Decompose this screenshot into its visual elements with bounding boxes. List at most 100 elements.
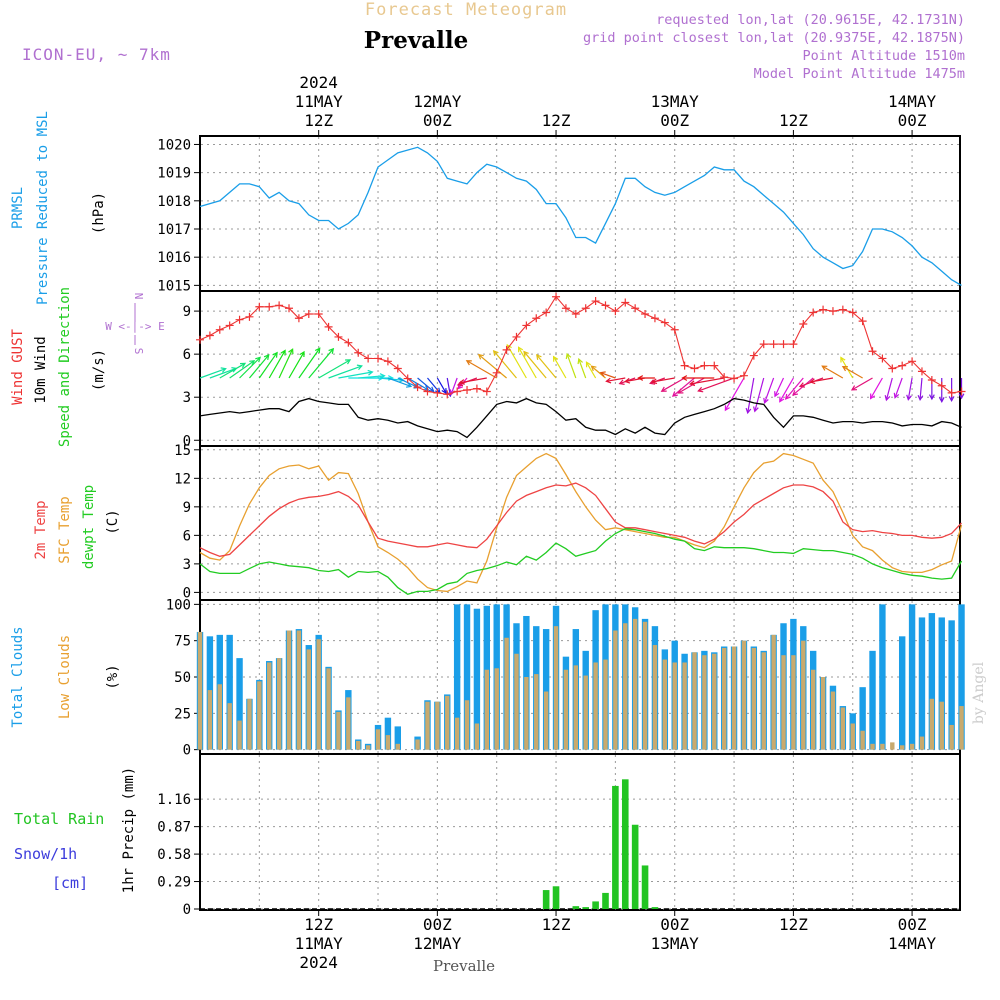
wind-arrow-head — [660, 386, 667, 392]
dewpt-label: dewpt Temp — [81, 485, 97, 569]
wind-arrow — [690, 377, 725, 385]
low-cloud-bar — [543, 691, 549, 750]
wind-arrow-head — [536, 354, 542, 361]
wind-arrow — [907, 377, 913, 400]
low-cloud-bar — [949, 724, 954, 750]
gust-marker — [294, 314, 303, 323]
rain-bar — [572, 906, 580, 909]
gust-marker — [215, 325, 224, 334]
location-title: Prevalle — [364, 27, 468, 54]
wind-arrow — [764, 377, 775, 404]
gust-marker — [660, 318, 669, 327]
low-cloud-bar — [563, 669, 569, 750]
wind-arrow — [606, 377, 626, 382]
bottom-time-label: 00Z — [898, 915, 927, 934]
wind-arrow — [698, 377, 735, 392]
wind-arrow — [358, 375, 385, 379]
total-cloud-bar — [542, 629, 550, 750]
ytick-label-clouds: 75 — [174, 634, 191, 650]
low-cloud-bar — [909, 743, 915, 750]
low-cloud-bar — [494, 668, 499, 750]
low-cloud-bar — [830, 691, 836, 750]
pressure-msl-label: Pressure Reduced to MSL — [35, 111, 51, 305]
low-cloud-bar — [721, 647, 727, 750]
low-cloud-bar — [227, 703, 232, 750]
t2m-label: 2m Temp — [33, 500, 49, 559]
low-cloud-bar — [257, 681, 262, 750]
info-model-altitude: Model Point Altitude 1475m — [754, 66, 965, 82]
wind-arrow — [308, 348, 334, 379]
wind-arrow-head — [938, 397, 945, 403]
gust-marker — [383, 357, 392, 366]
wind-arrow-head — [565, 352, 572, 360]
wind-arrow — [199, 368, 226, 379]
total-cloud-bar — [879, 604, 886, 750]
gust-marker — [334, 332, 343, 341]
wind-arrow — [919, 377, 923, 400]
wind-arrow-head — [272, 351, 278, 358]
wind-arrow-head — [884, 395, 891, 402]
low-cloud-bar — [850, 723, 855, 750]
gust-marker — [364, 354, 373, 363]
gust-marker — [314, 309, 323, 318]
bottom-time-label: 12Z — [304, 915, 333, 934]
gust-marker — [927, 375, 936, 384]
wind-arrow — [397, 377, 419, 389]
gust-marker — [957, 387, 966, 396]
low-cloud-bar — [682, 662, 687, 750]
gust-marker — [799, 320, 808, 329]
wind-arrow-head — [406, 382, 413, 388]
ytick-label-temperature: 12 — [174, 471, 191, 487]
panel-frame-precip — [199, 753, 961, 911]
wind-arrow-head — [906, 394, 912, 401]
gust-marker — [838, 305, 847, 314]
gust-marker — [472, 384, 481, 393]
wind-arrow-head — [821, 365, 828, 371]
total-cloud-bar — [908, 604, 916, 750]
wind-arrow-head — [651, 378, 658, 385]
ytick-label-clouds: 100 — [166, 597, 191, 613]
total-cloud-bar — [869, 650, 876, 750]
clouds-unit-label: (%) — [105, 664, 121, 689]
low-cloud-bar — [207, 690, 213, 750]
low-cloud-bar — [712, 653, 717, 750]
top-time-label: 12Z — [304, 111, 333, 130]
plots — [196, 146, 966, 910]
total-cloud-bar — [384, 717, 392, 750]
gust-marker — [581, 304, 590, 313]
gust-marker — [898, 361, 907, 370]
wind-speed-dir-label: Speed and Direction — [57, 287, 73, 447]
low-cloud-bar — [820, 677, 826, 750]
total-cloud-bar — [918, 617, 926, 750]
total-cloud-bar — [473, 608, 481, 750]
wind-arrow-head — [681, 375, 688, 381]
credit-label: by Angel — [971, 661, 987, 724]
gust-marker — [354, 348, 363, 357]
wind-arrow — [578, 358, 587, 379]
tsfc-label: SFC Temp — [57, 496, 73, 563]
low-cloud-bar — [316, 639, 321, 750]
low-cloud-bar — [672, 662, 677, 750]
low-cloud-bar — [890, 742, 895, 750]
wind-arrow-head — [263, 354, 270, 361]
gust-marker — [502, 345, 511, 354]
gust-marker — [908, 357, 917, 366]
low-cloud-bar — [860, 730, 865, 750]
wind-arrow-head — [428, 386, 435, 393]
rain-bar — [651, 907, 659, 909]
wind-arrow — [822, 365, 844, 379]
gust-line — [199, 295, 962, 395]
gust-marker — [828, 307, 837, 316]
temp-labels: 2m Temp SFC Temp dewpt Temp (C) — [33, 485, 121, 569]
low-cloud-bar — [395, 743, 400, 750]
low-cloud-bar — [761, 652, 766, 750]
gust-marker — [690, 364, 699, 373]
total-rain-label: Total Rain — [14, 810, 104, 828]
wind-arrow-head — [280, 349, 286, 356]
ytick-label-temperature: 9 — [183, 500, 191, 516]
low-cloud-bar — [741, 640, 747, 750]
gust-marker — [245, 312, 254, 321]
ytick-label-clouds: 50 — [174, 670, 191, 686]
wind-arrow — [328, 365, 363, 379]
